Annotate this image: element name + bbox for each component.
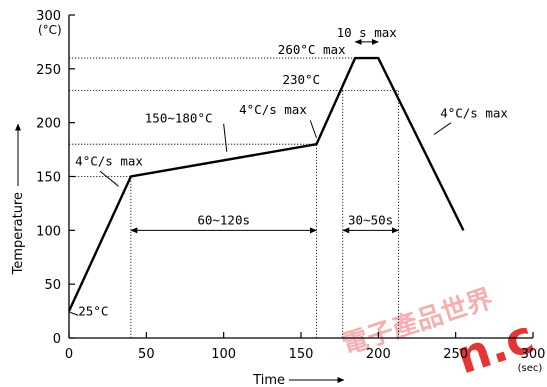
y-tick-label: 50 <box>44 278 61 293</box>
annotation-leader <box>99 170 119 187</box>
interval-label: 60~120s <box>197 212 250 227</box>
x-tick-label: 0 <box>65 347 73 362</box>
interval-label: 10 s max <box>337 25 398 40</box>
y-tick-label: 0 <box>53 332 61 347</box>
annotation-leader <box>69 311 79 316</box>
reference-lines <box>69 57 399 338</box>
annotation-leader <box>433 122 452 135</box>
annotation-label: 4°C/s max <box>75 154 143 169</box>
annotation-label: 4°C/s max <box>440 105 508 120</box>
annotation-label: 260°C max <box>278 42 346 57</box>
x-tick-label: 250 <box>443 347 468 362</box>
annotation-label: 230°C <box>282 72 320 87</box>
y-tick-label: 150 <box>36 171 61 186</box>
annotations: 25°C 4°C/s max 150~180°C 4°C/s max 230°C 260°… <box>69 42 508 318</box>
x-ticks: 0 50 100 150 200 250 300 <box>65 332 546 362</box>
x-unit-label: (sec) <box>518 363 543 374</box>
x-tick-label: 50 <box>138 347 155 362</box>
y-axis-title-group: Temperature <box>11 123 26 275</box>
series <box>67 56 465 312</box>
x-tick-label: 300 <box>521 347 546 362</box>
x-tick-label: 150 <box>289 347 314 362</box>
x-axis-title-group: Time <box>252 373 345 387</box>
x-tick-label: 100 <box>211 347 236 362</box>
y-ticks: 0 50 100 150 200 250 300 <box>36 9 75 347</box>
annotation-leader <box>309 120 317 138</box>
annotation-label: 4°C/s max <box>239 102 307 117</box>
x-axis-title: Time <box>252 373 285 387</box>
y-tick-label: 300 <box>36 9 61 24</box>
annotation-label: 25°C <box>78 303 108 318</box>
y-axis-title: Temperature <box>11 192 26 275</box>
annotation-label: 150~180°C <box>145 111 213 126</box>
x-tick-label: 200 <box>366 347 391 362</box>
annotation-leader <box>223 123 228 152</box>
y-tick-label: 200 <box>36 117 61 132</box>
profile-line <box>67 56 465 312</box>
interval-label: 30~50s <box>348 212 393 227</box>
y-tick-label: 100 <box>36 224 61 239</box>
interval-markers: 60~120s 30~50s 10 s max <box>130 25 399 234</box>
y-unit-label: (°C) <box>38 23 62 37</box>
y-tick-label: 250 <box>36 63 61 78</box>
